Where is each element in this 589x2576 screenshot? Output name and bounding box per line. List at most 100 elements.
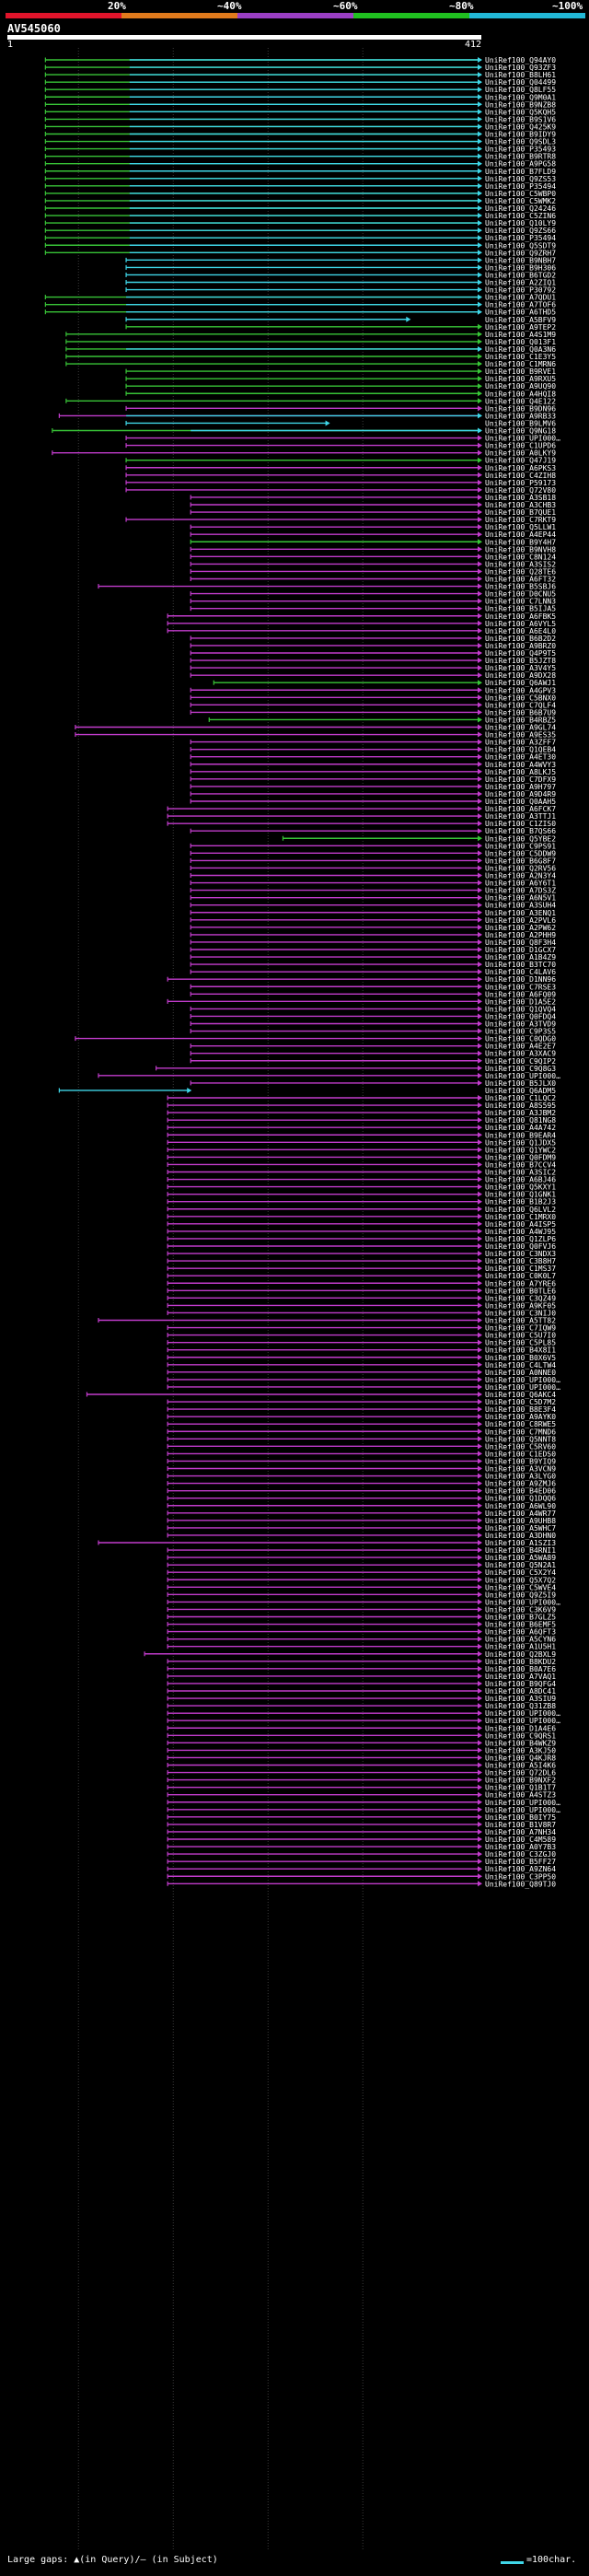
- hit-label[interactable]: UniRef100_B1B2J3: [485, 1198, 556, 1206]
- hit-label[interactable]: UniRef100_Q72V80: [485, 486, 556, 495]
- hit-row[interactable]: UniRef100_A6BJ46: [167, 1176, 556, 1184]
- hit-label[interactable]: UniRef100_C5PL85: [485, 1339, 556, 1347]
- hit-label[interactable]: UniRef100_Q6AWJ1: [485, 679, 556, 687]
- hit-row[interactable]: UniRef100_B9RVE1: [125, 367, 556, 376]
- hit-row[interactable]: UniRef100_UPI000…: [167, 1709, 560, 1718]
- hit-label[interactable]: UniRef100_Q1YWC2: [485, 1146, 556, 1154]
- hit-row[interactable]: UniRef100_Q9NG18: [52, 427, 556, 436]
- hit-label[interactable]: UniRef100_B9RTR8: [485, 153, 556, 161]
- hit-row[interactable]: UniRef100_C1LQC2: [167, 1094, 556, 1102]
- hit-row[interactable]: UniRef100_Q1GNK1: [167, 1191, 556, 1199]
- hit-label[interactable]: UniRef100_A9UQ90: [485, 382, 556, 390]
- hit-row[interactable]: UniRef100_Q31ZB8: [167, 1702, 556, 1710]
- hit-label[interactable]: UniRef100_A5BFV9: [485, 316, 556, 324]
- hit-row[interactable]: UniRef100_A6FT32: [190, 576, 556, 584]
- hit-row[interactable]: UniRef100_B7QS66: [190, 827, 556, 835]
- hit-label[interactable]: UniRef100_B6G8F7: [485, 857, 556, 865]
- hit-row[interactable]: UniRef100_A2PVL6: [190, 916, 556, 925]
- hit-row[interactable]: UniRef100_A9ZN64: [167, 1865, 556, 1873]
- hit-label[interactable]: UniRef100_B4RBZ5: [485, 716, 556, 724]
- hit-row[interactable]: UniRef100_A6E4L0: [167, 627, 556, 635]
- hit-row[interactable]: UniRef100_Q4P9T5: [190, 649, 556, 658]
- hit-label[interactable]: UniRef100_Q93ZF3: [485, 64, 556, 72]
- hit-label[interactable]: UniRef100_C8N124: [485, 553, 556, 561]
- hit-row[interactable]: UniRef100_A4EP44: [190, 530, 556, 539]
- hit-row[interactable]: UniRef100_B8LH61: [44, 71, 556, 79]
- hit-label[interactable]: UniRef100_A7NH34: [485, 1828, 556, 1836]
- hit-row[interactable]: UniRef100_C5WBP0: [44, 190, 556, 198]
- hit-label[interactable]: UniRef100_Q4E122: [485, 397, 556, 405]
- hit-label[interactable]: UniRef100_C5U7I0: [485, 1332, 556, 1340]
- hit-label[interactable]: UniRef100_Q1DQQ6: [485, 1495, 556, 1503]
- hit-row[interactable]: UniRef100_B9NZB8: [44, 100, 556, 109]
- hit-label[interactable]: UniRef100_A0NNE0: [485, 1369, 556, 1377]
- hit-row[interactable]: UniRef100_B9LMV6: [125, 419, 556, 427]
- hit-row[interactable]: UniRef100_A3VCN9: [167, 1465, 556, 1474]
- hit-label[interactable]: UniRef100_C5X2Y4: [485, 1568, 556, 1577]
- hit-label[interactable]: UniRef100_Q2BXL9: [485, 1650, 556, 1659]
- hit-row[interactable]: UniRef100_A3ZFF7: [190, 739, 556, 747]
- hit-label[interactable]: UniRef100_D1NN96: [485, 975, 556, 984]
- hit-row[interactable]: UniRef100_A7TOF6: [44, 301, 556, 309]
- hit-row[interactable]: UniRef100_A6FCK7: [167, 805, 556, 813]
- hit-label[interactable]: UniRef100_A3DHN0: [485, 1532, 556, 1540]
- hit-label[interactable]: UniRef100_UPI000…: [485, 1709, 560, 1718]
- hit-label[interactable]: UniRef100_A3VCN9: [485, 1465, 556, 1474]
- hit-label[interactable]: UniRef100_Q5NNT8: [485, 1435, 556, 1443]
- hit-label[interactable]: UniRef100_C1E3Y5: [485, 353, 556, 361]
- hit-label[interactable]: UniRef100_A9ES35: [485, 731, 556, 740]
- hit-row[interactable]: UniRef100_B4RBZ5: [208, 716, 556, 724]
- hit-row[interactable]: UniRef100_A5BFV9: [125, 316, 556, 324]
- hit-row[interactable]: UniRef100_A4WVY3: [190, 761, 556, 769]
- hit-label[interactable]: UniRef100_C0QDG0: [485, 1035, 556, 1043]
- hit-row[interactable]: UniRef100_Q1JDX5: [167, 1138, 556, 1147]
- hit-row[interactable]: UniRef100_A4WJ95: [167, 1228, 556, 1236]
- hit-row[interactable]: UniRef100_C1EDS0: [167, 1450, 556, 1458]
- hit-row[interactable]: UniRef100_B5FF27: [167, 1858, 556, 1866]
- hit-label[interactable]: UniRef100_A2PVL6: [485, 916, 556, 925]
- hit-row[interactable]: UniRef100_Q9Z5I9: [167, 1591, 556, 1599]
- hit-label[interactable]: UniRef100_A5CYN6: [485, 1636, 556, 1644]
- hit-row[interactable]: UniRef100_A5I4K6: [167, 1762, 556, 1770]
- hit-label[interactable]: UniRef100_A6PKS3: [485, 464, 556, 472]
- hit-row[interactable]: UniRef100_C1MS37: [167, 1265, 556, 1273]
- hit-row[interactable]: UniRef100_C1UPD6: [125, 442, 556, 450]
- hit-label[interactable]: UniRef100_A9ZN64: [485, 1865, 556, 1873]
- hit-row[interactable]: UniRef100_Q4KJR8: [167, 1754, 556, 1762]
- hit-label[interactable]: UniRef100_Q0A3N6: [485, 345, 556, 354]
- hit-label[interactable]: UniRef100_C5D7M2: [485, 1398, 556, 1406]
- hit-row[interactable]: UniRef100_A1SZI3: [98, 1539, 556, 1547]
- hit-label[interactable]: UniRef100_C3ZGJ0: [485, 1850, 556, 1859]
- hit-row[interactable]: UniRef100_UPI000…: [125, 435, 560, 443]
- hit-label[interactable]: UniRef100_A7QDU1: [485, 294, 556, 302]
- hit-row[interactable]: UniRef100_Q5KXY1: [167, 1183, 556, 1192]
- hit-row[interactable]: UniRef100_A3KJ50: [167, 1746, 556, 1754]
- hit-row[interactable]: UniRef100_P30792: [125, 286, 556, 295]
- hit-row[interactable]: UniRef100_B7GLZ5: [167, 1614, 556, 1622]
- hit-row[interactable]: UniRef100_A9ES35: [75, 731, 556, 740]
- hit-row[interactable]: UniRef100_C0K0L7: [167, 1272, 556, 1280]
- hit-label[interactable]: UniRef100_A8S595: [485, 1102, 556, 1110]
- hit-label[interactable]: UniRef100_Q94AY0: [485, 56, 556, 64]
- hit-label[interactable]: UniRef100_P35494: [485, 182, 556, 191]
- hit-label[interactable]: UniRef100_C7RSE3: [485, 983, 556, 991]
- hit-label[interactable]: UniRef100_A8LKJ5: [485, 768, 556, 776]
- hit-label[interactable]: UniRef100_B9DN96: [485, 404, 556, 413]
- hit-row[interactable]: UniRef100_A5WHC7: [167, 1524, 556, 1533]
- hit-label[interactable]: UniRef100_B9Y4H7: [485, 538, 556, 546]
- hit-label[interactable]: UniRef100_A4ISP5: [485, 1220, 556, 1229]
- hit-label[interactable]: UniRef100_A4E2E7: [485, 1043, 556, 1051]
- hit-row[interactable]: UniRef100_B5IJA5: [190, 605, 556, 613]
- hit-label[interactable]: UniRef100_UPI000…: [485, 1598, 560, 1606]
- hit-label[interactable]: UniRef100_C7MND6: [485, 1428, 556, 1436]
- hit-label[interactable]: UniRef100_A4GPV3: [485, 686, 556, 694]
- hit-row[interactable]: UniRef100_Q72V80: [125, 486, 556, 495]
- hit-row[interactable]: UniRef100_Q0FVJ6: [167, 1242, 556, 1251]
- hit-label[interactable]: UniRef100_A6THD5: [485, 309, 556, 317]
- hit-row[interactable]: UniRef100_C9Q8G3: [156, 1065, 557, 1073]
- hit-label[interactable]: UniRef100_Q5X7Q2: [485, 1576, 556, 1584]
- hit-row[interactable]: UniRef100_A7DS3Z: [190, 887, 556, 895]
- hit-row[interactable]: UniRef100_Q81NG8: [167, 1116, 556, 1125]
- hit-label[interactable]: UniRef100_B7GLZ5: [485, 1614, 556, 1622]
- hit-row[interactable]: UniRef100_B4ED06: [167, 1487, 556, 1496]
